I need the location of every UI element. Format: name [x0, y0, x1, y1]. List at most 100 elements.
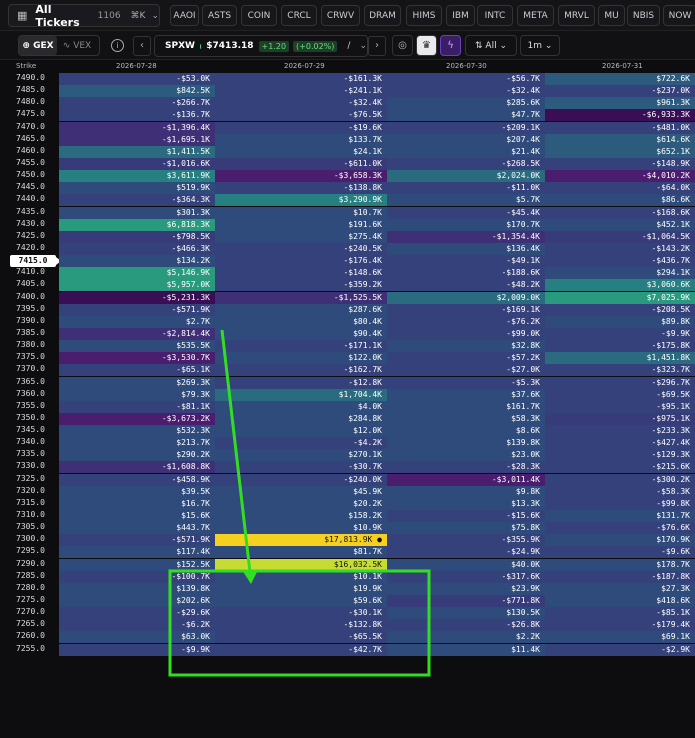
gex-cell[interactable]: $535.5K	[59, 340, 215, 353]
gex-cell[interactable]: $284.8K	[215, 412, 387, 425]
gex-cell[interactable]: -$1,016.6K	[59, 157, 215, 170]
gex-cell[interactable]: $11.4K	[387, 643, 545, 656]
gex-cell[interactable]: -$4,010.2K	[545, 170, 695, 183]
gex-cell[interactable]: $131.7K	[545, 510, 695, 523]
gex-cell[interactable]: -$95.1K	[545, 400, 695, 413]
gex-cell[interactable]: $2.7K	[59, 315, 215, 328]
vex-tab[interactable]: ∿ VEX	[62, 40, 92, 51]
gex-vex-toggle[interactable]: ⊕ GEX ∿ VEX	[18, 35, 100, 56]
gex-cell[interactable]: -$9.9K	[545, 327, 695, 340]
gex-cell[interactable]: -$458.9K	[59, 473, 215, 486]
gex-cell[interactable]: $80.4K	[215, 315, 387, 328]
gex-cell[interactable]: -$45.4K	[387, 206, 545, 219]
gex-cell[interactable]: -$364.3K	[59, 194, 215, 207]
ticker-chip-hims[interactable]: HIMS	[406, 5, 442, 26]
gex-cell[interactable]: $5,146.9K	[59, 267, 215, 280]
gex-cell[interactable]: $81.7K	[215, 546, 387, 559]
gex-cell[interactable]: -$1,064.5K	[545, 230, 695, 243]
gex-cell[interactable]: -$5.3K	[387, 376, 545, 389]
info-icon[interactable]: i	[111, 39, 124, 52]
gex-cell[interactable]: $3,060.6K	[545, 279, 695, 292]
gex-cell[interactable]: $3,611.9K	[59, 170, 215, 183]
gex-cell[interactable]: $10.9K	[215, 522, 387, 535]
gex-cell[interactable]: $152.5K	[59, 558, 215, 571]
gex-cell[interactable]: -$481.0K	[545, 121, 695, 134]
gex-cell[interactable]: -$30.7K	[215, 461, 387, 474]
gex-cell[interactable]: $19.9K	[215, 582, 387, 595]
gex-cell[interactable]: $40.0K	[387, 558, 545, 571]
gex-cell[interactable]: $178.7K	[545, 558, 695, 571]
gex-cell[interactable]: $139.8K	[59, 582, 215, 595]
gex-cell[interactable]: -$76.2K	[387, 315, 545, 328]
all-tickers-dropdown[interactable]: ▦ All Tickers 1106 ⌘K ⌄	[8, 3, 160, 29]
gex-cell[interactable]: -$208.5K	[545, 303, 695, 316]
gex-cell[interactable]: -$19.6K	[215, 121, 387, 134]
gex-cell[interactable]: $130.5K	[387, 607, 545, 620]
gex-cell[interactable]: $136.4K	[387, 242, 545, 255]
gex-cell[interactable]: -$2.9K	[545, 643, 695, 656]
expiry-header-4[interactable]: 2026-07-31	[602, 62, 643, 70]
gex-cell[interactable]: $614.6K	[545, 133, 695, 146]
gex-cell[interactable]: $213.7K	[59, 437, 215, 450]
gex-cell[interactable]: -$209.1K	[387, 121, 545, 134]
gex-cell[interactable]: -$5,231.3K	[59, 291, 215, 304]
gex-cell[interactable]: -$176.4K	[215, 255, 387, 268]
gex-cell[interactable]: -$975.1K	[545, 412, 695, 425]
gex-cell[interactable]: $10.1K	[215, 570, 387, 583]
gex-cell[interactable]: -$85.1K	[545, 607, 695, 620]
gex-cell[interactable]: -$143.2K	[545, 242, 695, 255]
crown-icon[interactable]: ♛	[416, 35, 437, 56]
gex-cell[interactable]: $117.4K	[59, 546, 215, 559]
gex-cell[interactable]: -$427.4K	[545, 437, 695, 450]
gex-cell[interactable]: $45.9K	[215, 485, 387, 498]
ticker-chip-now[interactable]: NOW	[663, 5, 695, 26]
gex-cell[interactable]: -$4.2K	[215, 437, 387, 450]
gex-cell[interactable]: $1,451.8K	[545, 352, 695, 365]
gex-cell[interactable]: -$15.6K	[387, 510, 545, 523]
gex-cell[interactable]: -$175.8K	[545, 340, 695, 353]
gex-cell[interactable]: -$56.7K	[387, 73, 545, 85]
gex-cell[interactable]: $170.7K	[387, 218, 545, 231]
gex-cell[interactable]: -$129.3K	[545, 449, 695, 462]
gex-tab[interactable]: ⊕ GEX	[19, 36, 57, 55]
ticker-chip-mu[interactable]: MU	[598, 5, 625, 26]
gex-cell[interactable]: $6,818.3K	[59, 218, 215, 231]
gex-cell[interactable]: $139.8K	[387, 437, 545, 450]
ticker-chip-aaoi[interactable]: AAOI	[170, 5, 199, 26]
lightning-icon[interactable]: ϟ	[440, 35, 461, 56]
gex-cell[interactable]: $16,032.5K	[215, 558, 387, 571]
gex-cell[interactable]: $37.6K	[387, 388, 545, 401]
gex-cell[interactable]: $8.6K	[387, 425, 545, 438]
gex-cell[interactable]: $4.0K	[215, 400, 387, 413]
gex-cell[interactable]: $452.1K	[545, 218, 695, 231]
gex-cell[interactable]: $207.4K	[387, 133, 545, 146]
ticker-chip-dram[interactable]: DRAM	[364, 5, 401, 26]
gex-cell[interactable]: $79.3K	[59, 388, 215, 401]
gex-cell[interactable]: $842.5K	[59, 85, 215, 98]
gex-cell[interactable]: $287.6K	[215, 303, 387, 316]
gex-cell[interactable]: -$168.6K	[545, 206, 695, 219]
gex-cell[interactable]: -$266.7K	[59, 97, 215, 110]
ticker-chip-asts[interactable]: ASTS	[202, 5, 237, 26]
ticker-chip-crcl[interactable]: CRCL	[281, 5, 317, 26]
ticker-chip-mrvl[interactable]: MRVL	[558, 5, 595, 26]
gex-cell[interactable]: $2.2K	[387, 631, 545, 644]
gex-cell[interactable]: $13.3K	[387, 497, 545, 510]
ticker-chip-crwv[interactable]: CRWV	[321, 5, 360, 26]
gex-cell[interactable]: -$241.1K	[215, 85, 387, 98]
gex-cell[interactable]: -$3,530.7K	[59, 352, 215, 365]
gex-cell[interactable]: $275.4K	[215, 230, 387, 243]
gex-cell[interactable]: -$1,695.1K	[59, 133, 215, 146]
gex-cell[interactable]: -$1,354.4K	[387, 230, 545, 243]
gex-cell[interactable]: -$317.6K	[387, 570, 545, 583]
prev-button[interactable]: ‹	[133, 36, 151, 56]
gex-cell[interactable]: $158.2K	[215, 510, 387, 523]
gex-cell[interactable]: $23.0K	[387, 449, 545, 462]
gex-cell[interactable]: -$169.1K	[387, 303, 545, 316]
gex-cell[interactable]: $191.6K	[215, 218, 387, 231]
gex-cell[interactable]: $269.3K	[59, 376, 215, 389]
gex-cell[interactable]: -$187.8K	[545, 570, 695, 583]
gex-cell[interactable]: -$466.3K	[59, 242, 215, 255]
gex-cell[interactable]: $202.6K	[59, 595, 215, 608]
ticker-chip-coin[interactable]: COIN	[241, 5, 277, 26]
